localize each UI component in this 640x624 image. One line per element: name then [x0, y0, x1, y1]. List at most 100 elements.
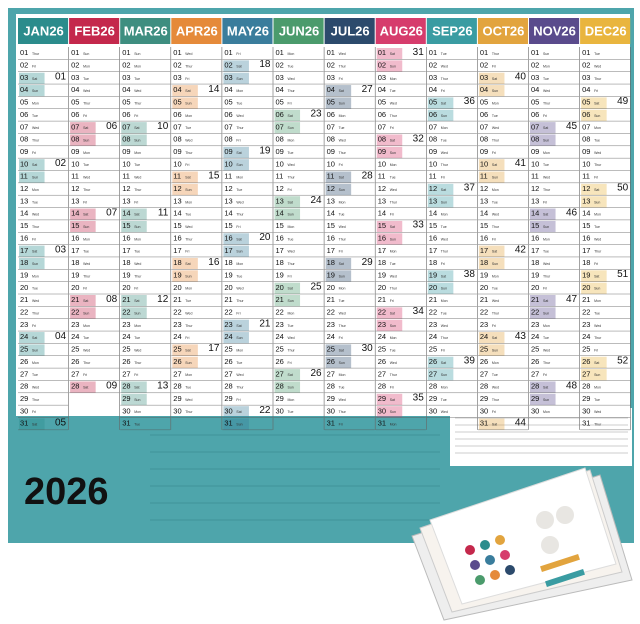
weekday: Wed	[32, 386, 39, 390]
weekday: Thur	[32, 139, 40, 143]
day-number: 01	[480, 48, 488, 57]
weekday: Fri	[543, 287, 547, 291]
weekday: Fri	[32, 151, 36, 155]
weekday: Fri	[32, 237, 36, 241]
day-number: 23	[122, 320, 130, 329]
weekend-shade	[223, 245, 249, 257]
weekday: Fri	[185, 77, 189, 81]
day-number: 12	[480, 184, 488, 193]
day-number: 01	[122, 48, 130, 57]
weekday: Thur	[134, 274, 142, 278]
weekday: Thur	[339, 410, 347, 414]
weekend-shade	[19, 332, 45, 344]
weekend-shade	[70, 220, 96, 233]
weekday: Sun	[390, 151, 396, 155]
weekday: Mon	[288, 52, 295, 56]
weekday: Sat	[32, 77, 37, 81]
weekday: Mon	[83, 151, 90, 155]
weekday: Sun	[185, 361, 191, 365]
weekday: Mon	[441, 299, 448, 303]
weekday: Sat	[236, 64, 241, 68]
weekday: Sat	[185, 262, 190, 266]
weekday: Sat	[288, 287, 293, 291]
day-number: 28	[327, 382, 335, 391]
weekday: Sat	[288, 200, 293, 204]
weekday: Wed	[339, 311, 346, 315]
day-number: 03	[224, 73, 232, 82]
day-number: 17	[20, 246, 28, 255]
weekend-shade	[223, 332, 249, 344]
weekend-shade	[70, 134, 96, 146]
weekday: Wed	[594, 151, 601, 155]
weekday: Mon	[594, 386, 601, 390]
weekday: Thur	[390, 114, 398, 118]
day-number: 20	[531, 283, 539, 292]
day-number: 03	[429, 73, 437, 82]
day-number: 29	[378, 394, 386, 403]
day-number: 09	[224, 147, 232, 156]
weekday: Wed	[134, 176, 141, 180]
weekday: Fri	[83, 287, 87, 291]
day-number: 18	[122, 258, 130, 267]
weekday: Sun	[288, 386, 294, 390]
weekend-shade	[274, 381, 301, 393]
week-number: 33	[413, 220, 425, 231]
day-number: 04	[480, 85, 488, 94]
weekday: Wed	[288, 77, 295, 81]
weekday: Thur	[236, 299, 244, 303]
weekday: Tue	[236, 274, 242, 278]
weekend-shade	[172, 171, 198, 183]
day-number: 15	[173, 221, 181, 230]
weekend-shade	[70, 295, 96, 307]
weekday: Fri	[236, 139, 240, 143]
day-number: 26	[276, 357, 284, 366]
weekday: Tue	[543, 77, 549, 81]
weekend-shade	[223, 72, 249, 85]
weekday: Tue	[339, 213, 345, 217]
weekday: Mon	[185, 200, 192, 204]
day-number: 17	[480, 246, 488, 255]
day-number: 19	[327, 270, 335, 279]
weekday: Wed	[83, 262, 90, 266]
weekday: Thur	[339, 237, 347, 241]
weekday: Tue	[236, 188, 242, 192]
weekday: Sun	[83, 139, 89, 143]
week-number: 44	[515, 417, 527, 428]
weekday: Mon	[543, 237, 550, 241]
weekday: Wed	[543, 89, 550, 93]
weekday: Sat	[441, 361, 446, 365]
day-number: 06	[378, 110, 386, 119]
day-number: 12	[224, 184, 232, 193]
day-number: 21	[327, 295, 335, 304]
day-number: 27	[378, 369, 386, 378]
week-number: 06	[106, 121, 118, 132]
weekday: Sun	[236, 77, 242, 81]
weekday: Sun	[83, 311, 89, 315]
day-number: 10	[20, 159, 28, 168]
week-number: 10	[157, 121, 169, 132]
day-number: 10	[173, 159, 181, 168]
weekday: Sat	[594, 361, 599, 365]
day-number: 05	[327, 98, 335, 107]
weekday: Mon	[594, 213, 601, 217]
day-number: 30	[429, 406, 437, 415]
day-number: 24	[71, 332, 79, 341]
weekend-shade	[172, 183, 198, 196]
weekday: Sun	[32, 89, 38, 93]
weekday: Wed	[185, 139, 192, 143]
day-number: 19	[173, 270, 181, 279]
weekend-shade	[478, 245, 505, 257]
weekday: Sun	[134, 311, 140, 315]
week-number: 05	[55, 417, 67, 428]
weekday: Sat	[543, 386, 548, 390]
day-number: 05	[122, 98, 130, 107]
weekday: Sat	[492, 423, 497, 427]
weekday: Wed	[441, 151, 448, 155]
weekday: Thur	[32, 311, 40, 315]
weekend-shade	[223, 159, 249, 171]
day-number: 11	[327, 172, 335, 181]
weekday: Fri	[339, 250, 343, 254]
day-number: 02	[122, 61, 130, 70]
day-number: 23	[173, 320, 181, 329]
weekend-shade	[325, 257, 352, 270]
